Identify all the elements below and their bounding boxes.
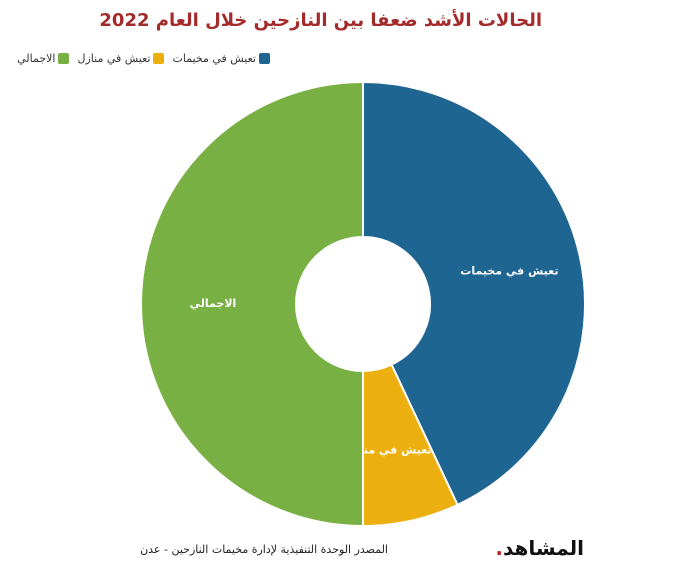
logo-dot-icon: . — [495, 536, 503, 560]
legend: تعيش في مخيمات تعيش في منازل الاجمالي — [17, 52, 270, 65]
slice-camps — [362, 80, 586, 507]
slice-label-camps: تعيش في مخيمات — [460, 264, 558, 277]
legend-item-houses: تعيش في منازل — [77, 52, 165, 65]
legend-item-total: الاجمالي — [17, 52, 70, 65]
slice-label-total: الاجمالي — [190, 297, 237, 310]
legend-swatch-total — [58, 53, 70, 64]
slice-total — [140, 80, 364, 528]
legend-label-houses: تعيش في منازل — [77, 52, 151, 65]
logo-text: المشاهد — [502, 536, 584, 560]
chart-title: الحالات الأشد ضعفا بين النازحين خلال الع… — [99, 10, 542, 31]
source-note: المصدر الوحدة التنفيذية لإدارة مخيمات ال… — [140, 543, 388, 556]
legend-item-camps: تعيش في مخيمات — [172, 52, 270, 65]
legend-label-camps: تعيش في مخيمات — [172, 52, 256, 65]
legend-label-total: الاجمالي — [17, 52, 56, 65]
logo: المشاهد. — [495, 536, 584, 560]
legend-swatch-houses — [153, 53, 165, 64]
slice-label-houses: تعيش في منازل — [344, 443, 432, 456]
legend-swatch-camps — [259, 53, 270, 64]
